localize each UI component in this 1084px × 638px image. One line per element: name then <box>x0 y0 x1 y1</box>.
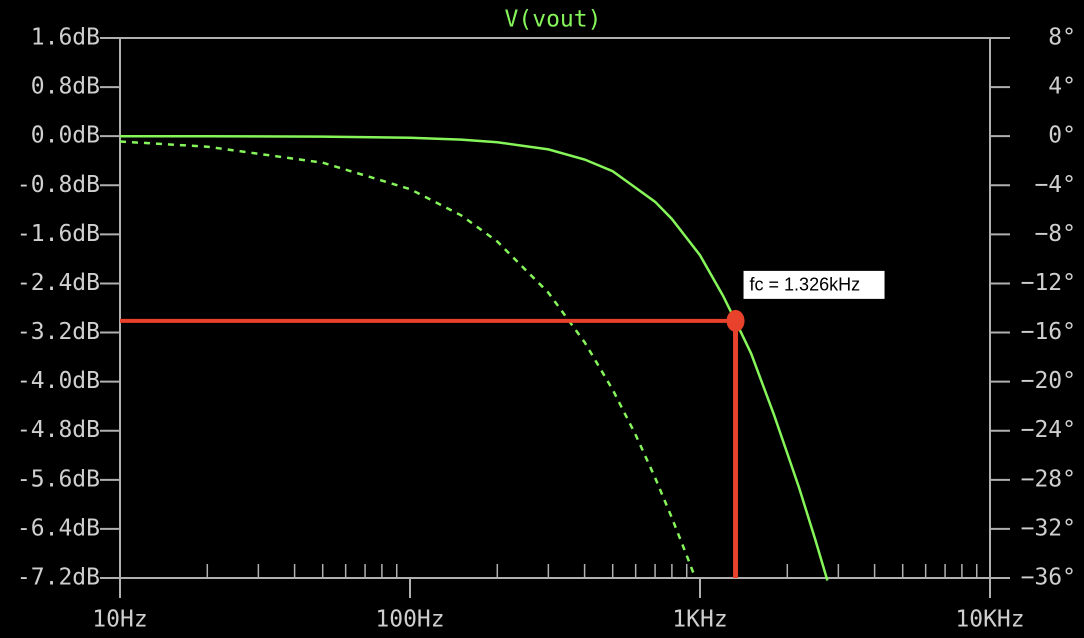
y-tick-label: 0.8dB <box>31 74 100 100</box>
annotation-label: fc = 1.326kHz <box>750 275 861 295</box>
series-line <box>120 134 829 581</box>
x-tick-label: 1KHz <box>672 607 727 633</box>
y-tick-label: -4.8dB <box>17 417 100 443</box>
y2-tick-label: −20° <box>1021 368 1076 394</box>
y-tick-label: -3.2dB <box>17 319 100 345</box>
y2-tick-label: −4° <box>1034 172 1076 198</box>
y2-tick-label: 8° <box>1048 25 1076 51</box>
y2-tick-label: −28° <box>1021 466 1076 492</box>
y2-tick-label: 4° <box>1048 74 1076 100</box>
y2-tick-label: −32° <box>1021 515 1076 541</box>
y-tick-label: -6.4dB <box>17 515 100 541</box>
y2-tick-label: 0° <box>1048 123 1076 149</box>
y2-tick-label: −24° <box>1021 417 1076 443</box>
y-tick-label: -4.0dB <box>17 368 100 394</box>
plot-frame <box>119 37 991 579</box>
y-tick-label: -0.8dB <box>17 172 100 198</box>
y-tick-label: -7.2dB <box>17 565 100 591</box>
y-tick-label: -5.6dB <box>17 466 100 492</box>
x-tick-label: 10KHz <box>955 607 1024 633</box>
y2-tick-label: −12° <box>1021 270 1076 296</box>
y-tick-label: -1.6dB <box>17 221 100 247</box>
annotation-marker <box>726 309 745 332</box>
annotation-box <box>743 270 885 299</box>
y2-tick-label: −36° <box>1021 565 1076 591</box>
y2-tick-label: −16° <box>1021 319 1076 345</box>
x-tick-label: 100Hz <box>375 607 444 633</box>
x-tick-label: 10Hz <box>92 607 147 633</box>
y2-tick-label: −8° <box>1034 221 1076 247</box>
series-line <box>119 140 697 579</box>
y-tick-label: -2.4dB <box>17 270 100 296</box>
y-tick-label: 1.6dB <box>31 25 100 51</box>
y-tick-label: 0.0dB <box>31 123 100 149</box>
chart-title: V(vout) <box>505 7 602 33</box>
